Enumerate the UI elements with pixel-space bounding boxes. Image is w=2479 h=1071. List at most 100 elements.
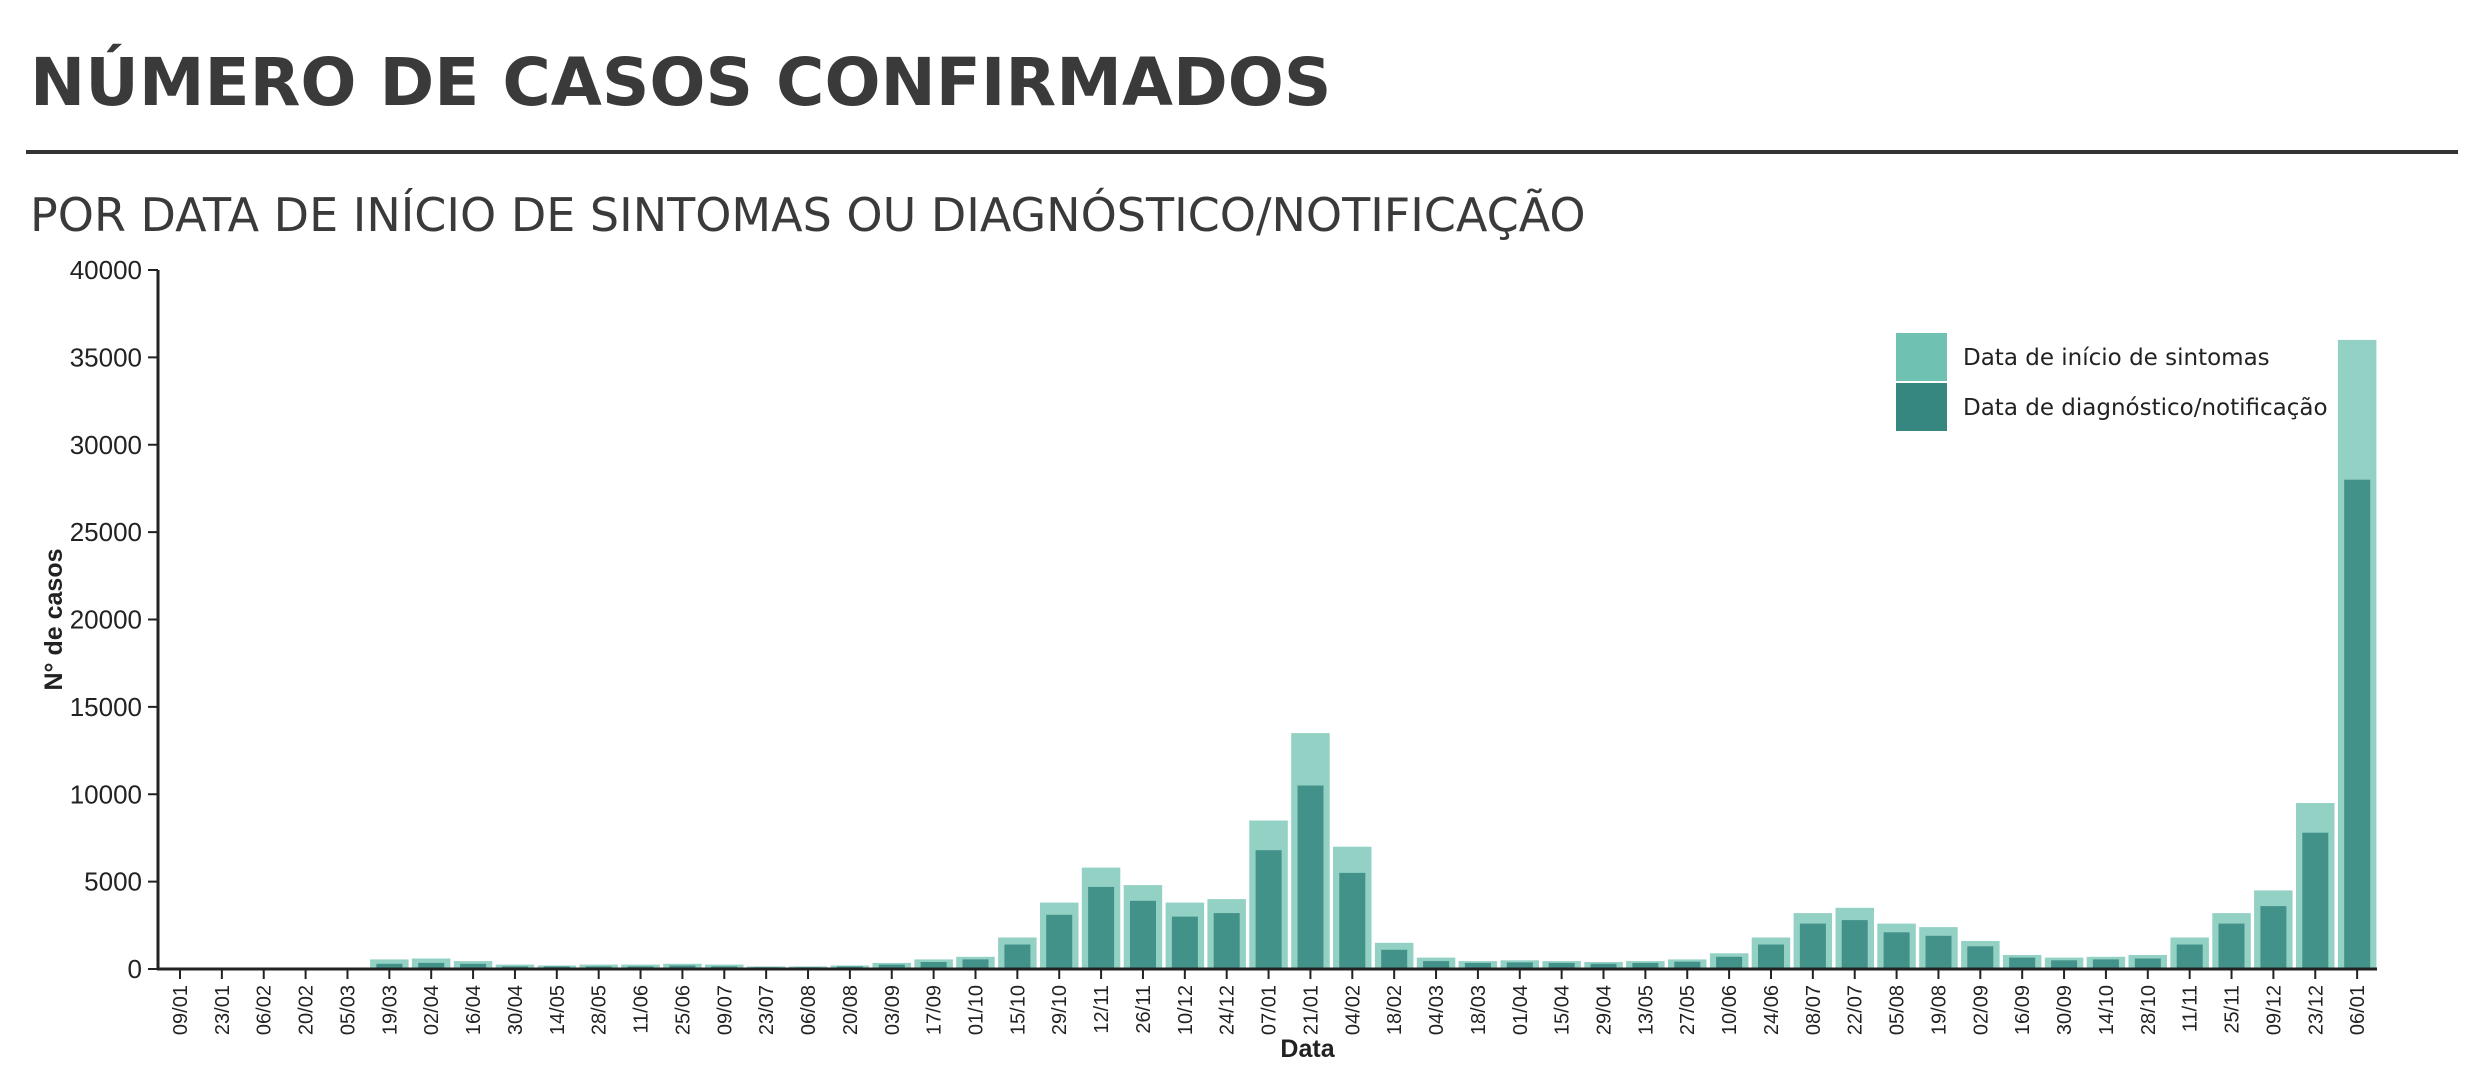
x-tick-label-18: 17/09 xyxy=(924,985,946,1035)
bar-diagnosis-42 xyxy=(1925,935,1952,969)
bar-diagnosis-43 xyxy=(1967,946,1994,969)
x-tick-label-23: 26/11 xyxy=(1133,985,1155,1034)
bar-diagnosis-40 xyxy=(1841,920,1868,969)
x-tick-label-8: 30/04 xyxy=(505,985,527,1035)
x-tick-label-7: 16/04 xyxy=(463,985,485,1035)
bar-diagnosis-47 xyxy=(2134,958,2161,969)
y-tick-label-6: 30000 xyxy=(70,430,142,460)
x-tick-label-31: 18/03 xyxy=(1468,985,1490,1035)
bar-diagnosis-17 xyxy=(878,964,905,969)
bar-diagnosis-49 xyxy=(2218,923,2245,969)
x-tick-label-48: 11/11 xyxy=(2180,985,2202,1032)
x-tick-label-49: 25/11 xyxy=(2222,985,2244,1034)
bar-diagnosis-33 xyxy=(1548,962,1575,969)
bar-diagnosis-28 xyxy=(1339,872,1366,969)
bar-diagnosis-52 xyxy=(2344,479,2371,969)
x-tick-label-0: 09/01 xyxy=(170,985,192,1035)
legend-swatch-symptom-onset xyxy=(1896,333,1947,381)
x-tick-label-10: 28/05 xyxy=(589,985,611,1035)
x-tick-label-24: 10/12 xyxy=(1175,985,1197,1035)
legend-swatch-diagnosis xyxy=(1896,383,1947,431)
chart-title: NÚMERO DE CASOS CONFIRMADOS xyxy=(30,44,1332,121)
bar-diagnosis-21 xyxy=(1046,914,1073,969)
x-tick-label-32: 01/04 xyxy=(1510,985,1532,1035)
bar-diagnosis-6 xyxy=(418,962,445,969)
x-tick-label-27: 21/01 xyxy=(1300,985,1322,1035)
bar-diagnosis-22 xyxy=(1088,886,1115,969)
bar-diagnosis-12 xyxy=(669,965,696,969)
x-tick-label-21: 29/10 xyxy=(1049,985,1071,1035)
bar-diagnosis-24 xyxy=(1171,916,1198,969)
bar-diagnosis-26 xyxy=(1255,850,1282,969)
bar-diagnosis-36 xyxy=(1674,961,1701,969)
bar-diagnosis-46 xyxy=(2092,959,2119,969)
x-tick-label-20: 15/10 xyxy=(1007,985,1029,1035)
legend-label-symptom-onset: Data de início de sintomas xyxy=(1963,345,2270,371)
x-tick-label-50: 09/12 xyxy=(2263,985,2285,1035)
bar-diagnosis-37 xyxy=(1716,956,1743,969)
x-tick-label-39: 08/07 xyxy=(1803,985,1825,1035)
y-tick-label-1: 5000 xyxy=(84,867,142,897)
y-tick-label-5: 25000 xyxy=(70,517,142,547)
bar-diagnosis-29 xyxy=(1381,949,1408,969)
x-tick-label-19: 01/10 xyxy=(966,985,988,1035)
bar-diagnosis-35 xyxy=(1632,962,1659,969)
y-tick-label-4: 20000 xyxy=(70,605,142,635)
y-tick-label-8: 40000 xyxy=(70,255,142,285)
bar-diagnosis-41 xyxy=(1883,932,1910,969)
x-tick-label-4: 05/03 xyxy=(338,985,360,1035)
x-tick-label-5: 19/03 xyxy=(379,985,401,1035)
x-tick-label-36: 27/05 xyxy=(1677,985,1699,1035)
x-axis-title: Data xyxy=(1280,1035,1335,1063)
x-tick-label-11: 11/06 xyxy=(631,985,653,1034)
bar-diagnosis-18 xyxy=(920,962,947,969)
x-tick-label-38: 24/06 xyxy=(1761,985,1783,1035)
x-tick-label-12: 25/06 xyxy=(672,985,694,1035)
x-tick-label-26: 07/01 xyxy=(1259,985,1281,1035)
x-tick-label-30: 04/03 xyxy=(1426,985,1448,1035)
chart-subtitle: POR DATA DE INÍCIO DE SINTOMAS OU DIAGNÓ… xyxy=(30,188,1586,242)
x-tick-label-1: 23/01 xyxy=(212,985,234,1035)
bar-diagnosis-23 xyxy=(1130,900,1156,969)
bar-diagnosis-30 xyxy=(1423,961,1450,969)
x-tick-label-28: 04/02 xyxy=(1342,985,1364,1035)
x-tick-label-14: 23/07 xyxy=(756,985,778,1035)
x-tick-label-37: 10/06 xyxy=(1719,985,1741,1035)
x-tick-label-3: 20/02 xyxy=(296,985,318,1035)
x-tick-label-40: 22/07 xyxy=(1845,985,1867,1035)
x-tick-label-47: 28/10 xyxy=(2138,985,2160,1035)
bar-diagnosis-27 xyxy=(1297,785,1324,969)
y-tick-label-0: 0 xyxy=(128,954,142,984)
x-tick-label-9: 14/05 xyxy=(547,985,569,1035)
bar-diagnosis-20 xyxy=(1004,944,1031,969)
x-tick-label-45: 30/09 xyxy=(2054,985,2076,1035)
bar-diagnosis-32 xyxy=(1506,962,1533,969)
y-tick-label-7: 35000 xyxy=(70,342,142,372)
bar-diagnosis-48 xyxy=(2176,944,2203,969)
x-tick-label-46: 14/10 xyxy=(2096,985,2118,1035)
bar-diagnosis-44 xyxy=(2009,957,2036,969)
y-tick-label-3: 15000 xyxy=(70,692,142,722)
x-tick-label-29: 18/02 xyxy=(1384,985,1406,1035)
bar-diagnosis-25 xyxy=(1213,913,1240,969)
x-tick-label-41: 05/08 xyxy=(1887,985,1909,1035)
x-tick-label-42: 19/08 xyxy=(1929,985,1951,1035)
x-tick-label-43: 02/09 xyxy=(1970,985,1992,1035)
title-divider xyxy=(26,150,2458,154)
bar-diagnosis-7 xyxy=(460,963,487,969)
x-tick-label-33: 15/04 xyxy=(1552,985,1574,1035)
bar-diagnosis-45 xyxy=(2051,960,2078,969)
x-tick-label-2: 06/02 xyxy=(254,985,276,1035)
x-tick-label-15: 06/08 xyxy=(798,985,820,1035)
bar-diagnosis-19 xyxy=(962,959,989,969)
bar-diagnosis-31 xyxy=(1464,962,1491,969)
y-axis-title: N° de casos xyxy=(40,548,68,690)
bar-diagnosis-51 xyxy=(2302,832,2329,969)
bar-diagnosis-34 xyxy=(1590,963,1617,969)
x-tick-label-51: 23/12 xyxy=(2305,985,2327,1035)
x-tick-label-22: 12/11 xyxy=(1091,985,1113,1034)
x-tick-label-34: 29/04 xyxy=(1594,985,1616,1035)
x-tick-label-17: 03/09 xyxy=(882,985,904,1035)
legend-label-diagnosis: Data de diagnóstico/notificação xyxy=(1963,395,2328,421)
